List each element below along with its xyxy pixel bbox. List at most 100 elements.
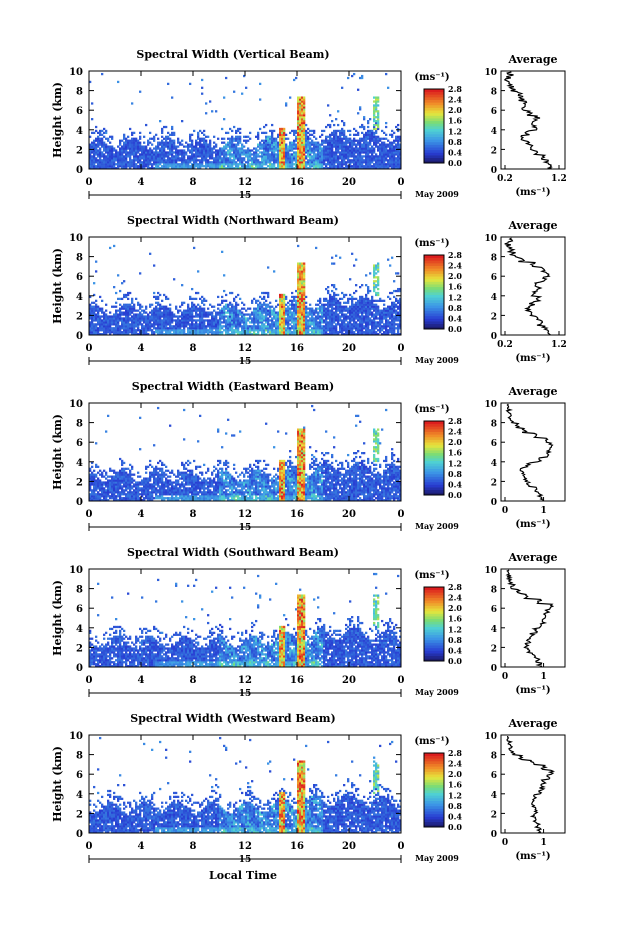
heatmap-cell xyxy=(119,157,122,160)
heatmap-cell xyxy=(325,311,328,314)
heatmap-cell xyxy=(373,268,376,271)
heatmap-cell xyxy=(291,165,294,168)
heatmap-cell xyxy=(233,305,236,308)
heatmap-cell xyxy=(325,167,328,170)
heatmap-cell xyxy=(307,311,310,314)
heatmap-cell xyxy=(139,143,142,146)
heatmap-cell xyxy=(301,131,304,135)
heatmap-cell xyxy=(105,319,108,322)
heatmap-cell xyxy=(221,151,224,154)
heatmap-cell xyxy=(387,311,390,314)
heatmap-cell xyxy=(107,325,110,328)
heatmap-cell xyxy=(265,167,268,170)
heatmap-cell xyxy=(341,155,344,158)
heatmap-cell xyxy=(177,153,180,156)
heatmap-cell xyxy=(289,303,292,306)
heatmap-cell xyxy=(373,135,376,138)
heatmap-cell xyxy=(169,143,172,146)
heatmap-cell xyxy=(253,313,256,316)
heatmap-cell xyxy=(113,315,116,318)
heatmap-cell xyxy=(223,305,226,308)
heatmap-cell xyxy=(303,282,306,285)
colorbar-tick-label: 0.0 xyxy=(448,158,462,168)
heatmap-cell xyxy=(105,313,108,316)
heatmap-cell xyxy=(107,147,110,150)
heatmap-cell xyxy=(115,301,118,304)
heatmap-cell xyxy=(361,155,364,158)
heatmap-cell xyxy=(301,147,304,150)
heatmap-cell xyxy=(375,317,378,320)
heatmap-cell xyxy=(161,127,164,131)
heatmap-cell xyxy=(165,317,168,320)
heatmap-cell xyxy=(97,155,100,158)
heatmap-cell xyxy=(109,165,112,168)
heatmap-cell xyxy=(385,317,388,320)
heatmap-cell xyxy=(335,139,338,142)
heatmap-cell xyxy=(317,315,320,318)
heatmap-cell xyxy=(339,301,342,304)
heatmap-cell xyxy=(185,165,188,168)
heatmap-cell xyxy=(357,139,360,142)
heatmap-cell xyxy=(349,165,352,168)
heatmap-cell xyxy=(247,327,250,330)
heatmap-cell xyxy=(181,153,184,156)
heatmap-cell xyxy=(281,149,284,152)
heatmap-cell xyxy=(283,333,286,336)
heatmap-cell xyxy=(95,333,98,336)
heatmap-cell xyxy=(149,315,152,318)
heatmap-cell xyxy=(321,311,324,314)
heatmap-cell xyxy=(113,333,116,336)
heatmap-cell xyxy=(241,307,244,310)
heatmap-cell xyxy=(341,163,344,166)
heatmap-cell xyxy=(333,135,336,138)
heatmap-cell xyxy=(313,161,316,164)
heatmap-cell xyxy=(107,145,110,148)
heatmap-cell xyxy=(303,131,306,135)
heatmap-cell xyxy=(265,305,268,308)
heatmap-cell xyxy=(235,131,238,135)
heatmap-cell xyxy=(397,143,400,146)
heatmap-cell xyxy=(265,311,268,314)
heatmap-cell xyxy=(107,317,110,320)
heatmap-cell xyxy=(105,333,108,336)
heatmap-cell xyxy=(265,135,268,138)
heatmap-cell xyxy=(309,307,312,310)
heatmap-cell xyxy=(215,157,218,160)
heatmap-cell xyxy=(397,139,400,142)
heatmap-cell xyxy=(227,325,230,328)
heatmap-cell xyxy=(165,155,168,158)
heatmap-cell xyxy=(119,311,122,314)
heatmap-cell xyxy=(341,86,344,89)
heatmap-cell xyxy=(291,291,294,295)
heatmap-cell xyxy=(347,129,350,133)
heatmap-cell xyxy=(255,319,258,322)
heatmap-cell xyxy=(299,102,302,105)
heatmap-cell xyxy=(299,282,302,285)
heatmap-cell xyxy=(165,309,168,312)
heatmap-cell xyxy=(303,276,306,279)
heatmap-cell xyxy=(199,147,202,150)
heatmap-cell xyxy=(285,155,288,158)
x-tick-label: 12 xyxy=(238,177,252,188)
heatmap-cell xyxy=(359,159,362,162)
heatmap-cell xyxy=(303,155,306,158)
heatmap-cell xyxy=(195,153,198,156)
heatmap-cell xyxy=(285,295,288,299)
heatmap-cell xyxy=(327,317,330,320)
heatmap-cell xyxy=(211,165,214,168)
heatmap-cells xyxy=(89,244,402,336)
heatmap-cell xyxy=(381,161,384,164)
heatmap-cell xyxy=(373,114,376,117)
heatmap-cell xyxy=(93,161,96,164)
heatmap-cell xyxy=(97,161,100,164)
heatmap-cell xyxy=(287,307,290,310)
heatmap-cell xyxy=(303,98,306,101)
heatmap-cell xyxy=(201,86,204,89)
heatmap-cell xyxy=(327,139,330,142)
colorbar-segment xyxy=(424,99,444,103)
heatmap-cell xyxy=(93,329,96,332)
heatmap-cell xyxy=(279,153,282,156)
heatmap-cell xyxy=(113,319,116,322)
colorbar-tick-label: 2.8 xyxy=(448,84,462,94)
heatmap-cell xyxy=(331,303,334,306)
